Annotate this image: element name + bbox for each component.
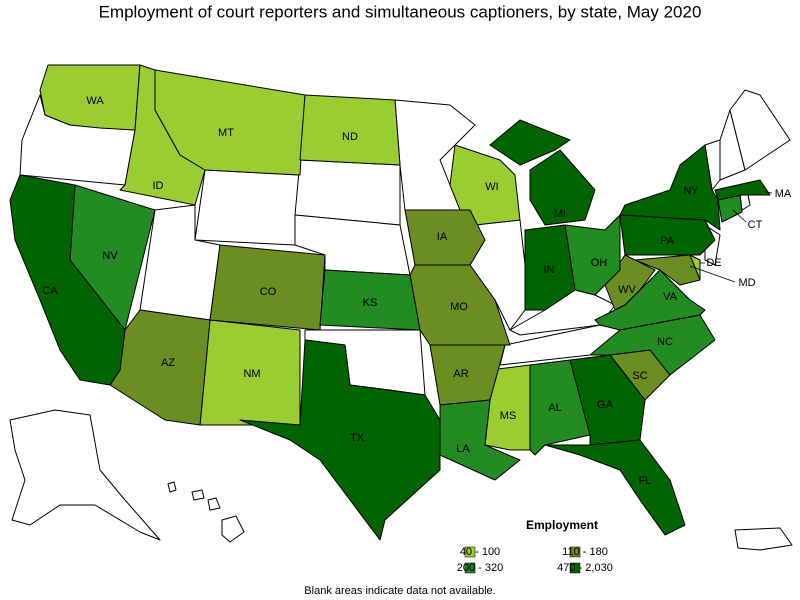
state-label: AL — [548, 402, 561, 414]
state-label: DE — [706, 257, 721, 269]
legend-label: 110 - 180 — [562, 546, 608, 558]
state-label: MD — [738, 277, 755, 289]
state — [209, 244, 326, 331]
state — [714, 179, 771, 201]
state — [167, 481, 177, 493]
state-label: ND — [342, 131, 358, 143]
legend-label: 40 - 100 — [460, 546, 500, 558]
leader-line — [732, 209, 747, 223]
footnote: Blank areas indicate data not available. — [304, 585, 495, 597]
state-label: NY — [683, 185, 699, 197]
state — [299, 94, 401, 166]
state-label: GA — [597, 399, 614, 411]
state-label: CA — [42, 285, 58, 297]
legend-label: 200 - 320 — [457, 562, 503, 574]
legend-swatch — [569, 562, 581, 574]
legend-swatch — [569, 546, 581, 558]
state — [529, 149, 596, 226]
state-label: AZ — [161, 357, 175, 369]
state-label: SC — [632, 370, 647, 382]
state — [734, 527, 793, 551]
state-group: CO AZ IA MO AR WV SC MD — [109, 209, 756, 426]
state — [729, 89, 791, 171]
state — [589, 314, 716, 376]
state-label: WI — [485, 181, 498, 193]
state-label: OH — [591, 257, 608, 269]
state — [194, 169, 301, 246]
legend: Employment 40 - 100 110 - 180 200 - 320 470… — [457, 518, 613, 574]
state — [594, 269, 706, 331]
state-group: CA TX MI IN NY PA GA FL MA — [9, 119, 792, 541]
legend-title: Employment — [526, 518, 598, 532]
state — [9, 174, 126, 386]
state-label: NM — [243, 368, 260, 380]
state-label: MA — [775, 188, 792, 200]
state-group: NV KS OH VA NC AL LA CT — [69, 184, 763, 481]
legend-label: 470 - 2,030 — [557, 562, 613, 574]
state — [207, 497, 221, 511]
legend-swatch — [464, 546, 476, 558]
state-label: PA — [660, 235, 675, 247]
state-label: IA — [437, 231, 448, 243]
state-label: TX — [350, 432, 365, 444]
state-label: MO — [450, 301, 468, 313]
leader-line — [764, 191, 773, 194]
state — [449, 144, 521, 226]
state-label: FL — [639, 475, 652, 487]
state — [619, 214, 716, 256]
state-label: CT — [748, 219, 763, 231]
state — [544, 439, 686, 536]
state-label: ID — [153, 180, 164, 192]
state-group: WA ID MT ND WI NM MS DE — [39, 64, 722, 451]
state-label: MS — [500, 410, 517, 422]
state — [221, 515, 245, 543]
state-label: NC — [657, 336, 673, 348]
state — [524, 224, 576, 311]
leader-line — [689, 265, 736, 283]
state — [319, 269, 421, 331]
state — [404, 209, 486, 266]
state — [489, 119, 571, 166]
state — [9, 409, 161, 541]
state-label: WA — [86, 95, 104, 107]
state-label: NV — [102, 250, 118, 262]
state-label: MT — [218, 127, 234, 139]
state-label: AR — [453, 368, 468, 380]
state-label: CO — [260, 286, 277, 298]
state — [294, 159, 401, 226]
state-label: MI — [554, 208, 566, 220]
state — [191, 489, 205, 501]
state-label: IN — [544, 264, 555, 276]
legend-swatch — [464, 562, 476, 574]
state-label: WV — [618, 284, 636, 296]
state-label: KS — [363, 297, 378, 309]
state — [634, 254, 701, 286]
state — [239, 339, 441, 541]
map-title: Employment of court reporters and simult… — [99, 2, 702, 21]
state-label: LA — [456, 443, 470, 455]
state-label: VA — [663, 291, 678, 303]
